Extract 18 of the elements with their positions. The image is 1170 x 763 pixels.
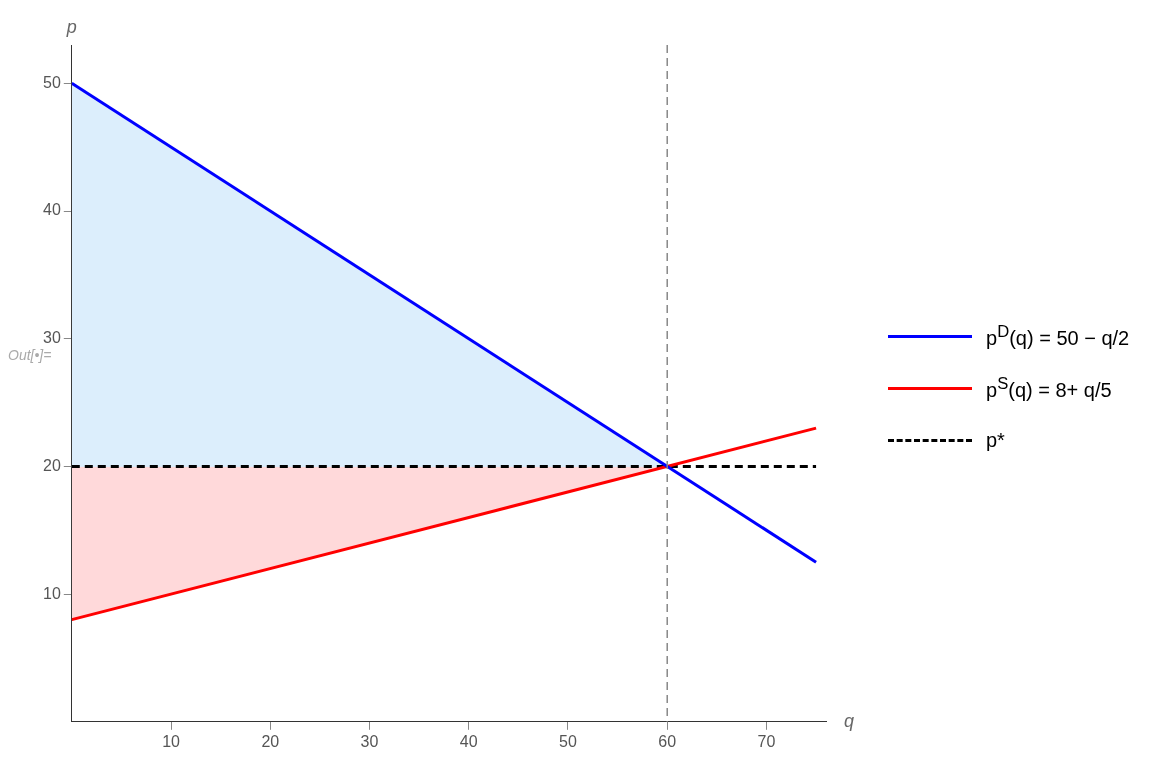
x-tick-label: 50 [559, 732, 577, 750]
legend-label: p* [986, 428, 1005, 452]
legend-label: p$^{D}$(q) = 50 − q/2 [986, 322, 1130, 350]
x-tick-label: 30 [360, 732, 379, 750]
x-tick-label: 20 [261, 732, 280, 750]
x-tick-label: 10 [162, 732, 181, 750]
y-tick-label: 10 [43, 584, 61, 602]
text: Out[•]= [8, 347, 52, 363]
y-axis-title: p [65, 17, 77, 37]
y-tick-label: 50 [43, 73, 61, 91]
y-tick-label: 30 [43, 329, 61, 347]
x-tick-label: 60 [658, 732, 677, 750]
y-tick-label: 40 [43, 201, 61, 219]
x-tick-label: 40 [459, 732, 478, 750]
x-tick-label: 70 [757, 732, 776, 750]
x-axis-title: q [844, 710, 855, 731]
y-tick-label: 20 [43, 456, 61, 474]
legend-label: p$^{S}$(q) = 8+ q/5 [986, 374, 1112, 402]
